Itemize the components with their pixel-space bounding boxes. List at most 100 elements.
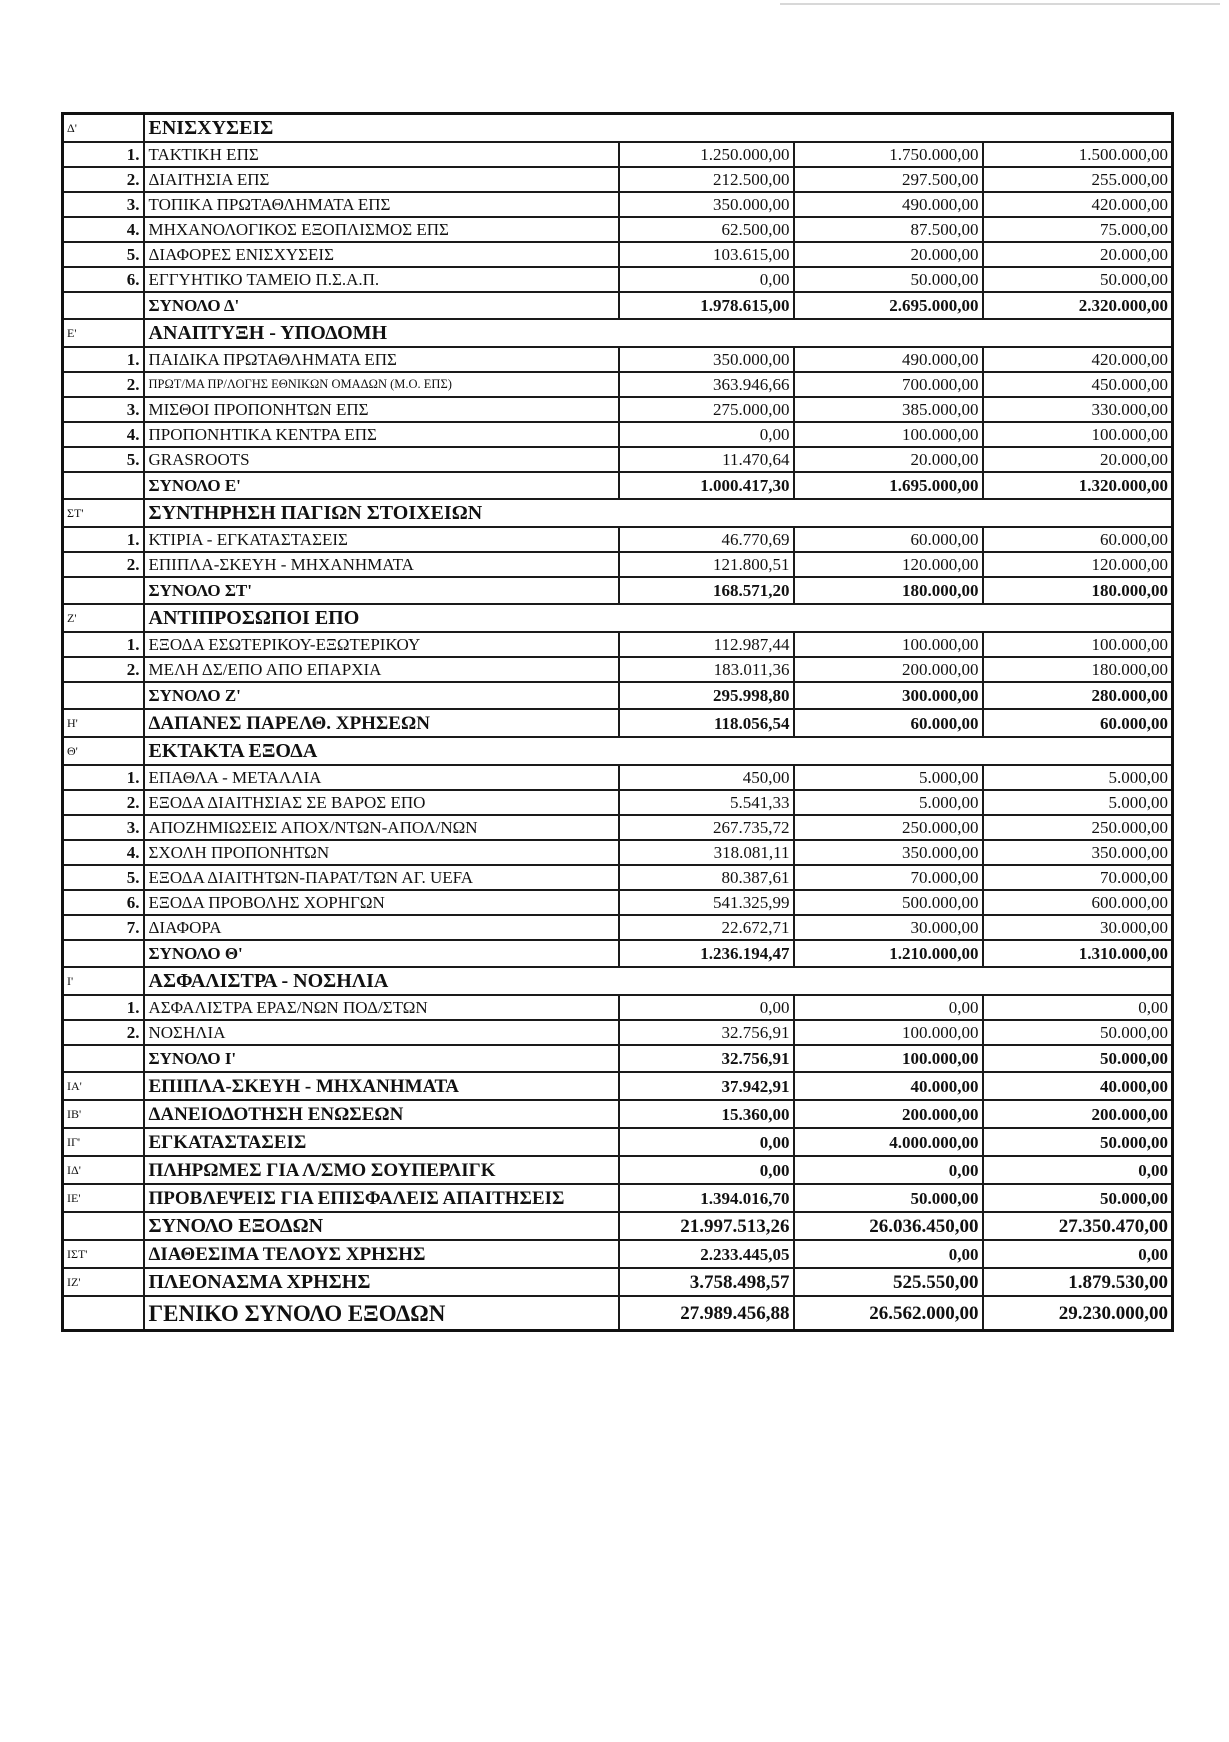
amount-col-3: 120.000,00 bbox=[981, 551, 1174, 578]
amount-col-1: 0,00 bbox=[617, 266, 795, 293]
amount-col-2: 5.000,00 bbox=[792, 764, 984, 791]
section-title: ΣΥΝΤΗΡΗΣΗ ΠΑΓΙΩΝ ΣΤΟΙΧΕΙΩΝ bbox=[142, 498, 1174, 528]
total-label: ΠΛΕΟΝΑΣΜΑ ΧΡΗΣΗΣ bbox=[142, 1267, 620, 1297]
amount-col-3: 250.000,00 bbox=[981, 814, 1174, 841]
amount-col-3: 27.350.470,00 bbox=[981, 1211, 1174, 1241]
line-item-row: 5. ΕΞΟΔΑ ΔΙΑΙΤΗΤΩΝ-ΠΑΡΑΤ/ΤΩΝ ΑΓ. UEFA 80.3… bbox=[61, 864, 1174, 891]
total-label: ΠΡΟΒΛΕΨΕΙΣ ΓΙΑ ΕΠΙΣΦΑΛΕΙΣ ΑΠΑΙΤΗΣΕΙΣ bbox=[142, 1183, 620, 1213]
amount-col-1: 275.000,00 bbox=[617, 396, 795, 423]
amount-col-2: 490.000,00 bbox=[792, 346, 984, 373]
item-label: ΔΙΑΦΟΡΑ bbox=[142, 914, 620, 941]
amount-col-1: 62.500,00 bbox=[617, 216, 795, 243]
total-label: ΕΓΚΑΤΑΣΤΑΣΕΙΣ bbox=[142, 1127, 620, 1157]
amount-col-3: 2.320.000,00 bbox=[981, 291, 1174, 320]
amount-col-1: 168.571,20 bbox=[617, 576, 795, 605]
amount-col-3: 420.000,00 bbox=[981, 346, 1174, 373]
item-label: ΑΣΦΑΛΙΣΤΡΑ ΕΡΑΣ/ΝΩΝ ΠΟΔ/ΣΤΩΝ bbox=[142, 994, 620, 1021]
line-item-row: 3. ΑΠΟΖΗΜΙΩΣΕΙΣ ΑΠΟΧ/ΝΤΩΝ-ΑΠΟΛ/ΝΩΝ 267.735… bbox=[61, 814, 1174, 841]
amount-col-2: 700.000,00 bbox=[792, 371, 984, 398]
amount-col-1: 318.081,11 bbox=[617, 839, 795, 866]
amount-col-1: 21.997.513,26 bbox=[617, 1211, 795, 1241]
amount-col-3: 450.000,00 bbox=[981, 371, 1174, 398]
total-row: ΙΖ' ΠΛΕΟΝΑΣΜΑ ΧΡΗΣΗΣ 3.758.498,57 525.550,0… bbox=[61, 1267, 1174, 1297]
amount-col-3: 0,00 bbox=[981, 994, 1174, 1021]
amount-col-3: 180.000,00 bbox=[981, 576, 1174, 605]
total-row: ΣΥΝΟΛΟ Θ' 1.236.194,47 1.210.000,00 1.310.0… bbox=[61, 939, 1174, 968]
item-number: 4. bbox=[61, 839, 145, 866]
item-number: 1. bbox=[61, 764, 145, 791]
amount-col-3: 600.000,00 bbox=[981, 889, 1174, 916]
total-row: ΙΓ' ΕΓΚΑΤΑΣΤΑΣΕΙΣ 0,00 4.000.000,00 50.000,0… bbox=[61, 1127, 1174, 1157]
item-label: ΝΟΣΗΛΙΑ bbox=[142, 1019, 620, 1046]
item-number: 2. bbox=[61, 371, 145, 398]
line-item-row: 1. ΕΞΟΔΑ ΕΣΩΤΕΡΙΚΟΥ-ΕΞΩΤΕΡΙΚΟΥ 112.987,44 1… bbox=[61, 631, 1174, 658]
line-item-row: 6. ΕΓΓΥΗΤΙΚΟ ΤΑΜΕΙΟ Π.Σ.Α.Π. 0,00 50.000,00… bbox=[61, 266, 1174, 293]
section-code: Θ' bbox=[61, 736, 145, 766]
item-number: 2. bbox=[61, 551, 145, 578]
amount-col-3: 60.000,00 bbox=[981, 708, 1174, 738]
item-number: 2. bbox=[61, 166, 145, 193]
section-code: ΙΒ' bbox=[61, 1099, 145, 1129]
section-code: ΙΣΤ' bbox=[61, 1239, 145, 1269]
item-number: 2. bbox=[61, 1019, 145, 1046]
amount-col-3: 100.000,00 bbox=[981, 421, 1174, 448]
total-row: ΣΥΝΟΛΟ ΕΞΟΔΩΝ 21.997.513,26 26.036.450,00 2… bbox=[61, 1211, 1174, 1241]
item-number: 3. bbox=[61, 814, 145, 841]
item-number: 4. bbox=[61, 421, 145, 448]
section-code: Ε' bbox=[61, 318, 145, 348]
line-item-row: 1. ΑΣΦΑΛΙΣΤΡΑ ΕΡΑΣ/ΝΩΝ ΠΟΔ/ΣΤΩΝ 0,00 0,00 0,… bbox=[61, 994, 1174, 1021]
item-label: ΤΑΚΤΙΚΗ ΕΠΣ bbox=[142, 141, 620, 168]
amount-col-1: 363.946,66 bbox=[617, 371, 795, 398]
amount-col-2: 385.000,00 bbox=[792, 396, 984, 423]
line-item-row: 2. ΕΠΙΠΛΑ-ΣΚΕΥΗ - ΜΗΧΑΝΗΜΑΤΑ 121.800,51 120… bbox=[61, 551, 1174, 578]
amount-col-2: 2.695.000,00 bbox=[792, 291, 984, 320]
line-item-row: 4. ΠΡΟΠΟΝΗΤΙΚΑ ΚΕΝΤΡΑ ΕΠΣ 0,00 100.000,00 10… bbox=[61, 421, 1174, 448]
item-number: 5. bbox=[61, 864, 145, 891]
item-label: ΕΞΟΔΑ ΕΣΩΤΕΡΙΚΟΥ-ΕΞΩΤΕΡΙΚΟΥ bbox=[142, 631, 620, 658]
amount-col-2: 490.000,00 bbox=[792, 191, 984, 218]
amount-col-2: 100.000,00 bbox=[792, 421, 984, 448]
amount-col-1: 27.989.456,88 bbox=[617, 1295, 795, 1332]
amount-col-3: 330.000,00 bbox=[981, 396, 1174, 423]
section-code: ΙΕ' bbox=[61, 1183, 145, 1213]
line-item-row: 3. ΤΟΠΙΚΑ ΠΡΩΤΑΘΛΗΜΑΤΑ ΕΠΣ 350.000,00 490.0… bbox=[61, 191, 1174, 218]
section-code bbox=[61, 939, 145, 968]
amount-col-1: 350.000,00 bbox=[617, 191, 795, 218]
expenses-table: Δ' ΕΝΙΣΧΥΣΕΙΣ 1. ΤΑΚΤΙΚΗ ΕΠΣ 1.250.000,00 1.7… bbox=[61, 112, 1174, 1332]
line-item-row: 2. ΠΡΩΤ/ΜΑ ΠΡ/ΛΟΓΗΣ ΕΘΝΙΚΩΝ ΟΜΑΔΩΝ (Μ.Ο. … bbox=[61, 371, 1174, 398]
amount-col-2: 200.000,00 bbox=[792, 656, 984, 683]
item-label: ΠΡΩΤ/ΜΑ ΠΡ/ΛΟΓΗΣ ΕΘΝΙΚΩΝ ΟΜΑΔΩΝ (Μ.Ο. ΕΠ… bbox=[142, 371, 620, 398]
item-label: ΔΙΑΦΟΡΕΣ ΕΝΙΣΧΥΣΕΙΣ bbox=[142, 241, 620, 268]
amount-col-2: 87.500,00 bbox=[792, 216, 984, 243]
amount-col-3: 40.000,00 bbox=[981, 1071, 1174, 1101]
section-title: ΑΝΑΠΤΥΞΗ - ΥΠΟΔΟΜΗ bbox=[142, 318, 1174, 348]
item-label: ΑΠΟΖΗΜΙΩΣΕΙΣ ΑΠΟΧ/ΝΤΩΝ-ΑΠΟΛ/ΝΩΝ bbox=[142, 814, 620, 841]
amount-col-1: 1.000.417,30 bbox=[617, 471, 795, 500]
amount-col-3: 50.000,00 bbox=[981, 1127, 1174, 1157]
amount-col-3: 1.500.000,00 bbox=[981, 141, 1174, 168]
total-label: ΔΑΝΕΙΟΔΟΤΗΣΗ ΕΝΩΣΕΩΝ bbox=[142, 1099, 620, 1129]
total-row: ΙΑ' ΕΠΙΠΛΑ-ΣΚΕΥΗ - ΜΗΧΑΝΗΜΑΤΑ 37.942,91 40.… bbox=[61, 1071, 1174, 1101]
amount-col-2: 50.000,00 bbox=[792, 1183, 984, 1213]
item-number: 1. bbox=[61, 994, 145, 1021]
amount-col-1: 0,00 bbox=[617, 421, 795, 448]
amount-col-3: 420.000,00 bbox=[981, 191, 1174, 218]
section-code: Ι' bbox=[61, 966, 145, 996]
item-label: ΜΗΧΑΝΟΛΟΓΙΚΟΣ ΕΞΟΠΛΙΣΜΟΣ ΕΠΣ bbox=[142, 216, 620, 243]
item-label: ΔΙΑΙΤΗΣΙΑ ΕΠΣ bbox=[142, 166, 620, 193]
amount-col-2: 297.500,00 bbox=[792, 166, 984, 193]
amount-col-1: 46.770,69 bbox=[617, 526, 795, 553]
amount-col-2: 60.000,00 bbox=[792, 708, 984, 738]
line-item-row: 5. GRASROOTS 11.470,64 20.000,00 20.000,00 bbox=[61, 446, 1174, 473]
section-header-row: Δ' ΕΝΙΣΧΥΣΕΙΣ bbox=[61, 112, 1174, 143]
amount-col-3: 30.000,00 bbox=[981, 914, 1174, 941]
amount-col-2: 300.000,00 bbox=[792, 681, 984, 710]
amount-col-1: 118.056,54 bbox=[617, 708, 795, 738]
section-code bbox=[61, 576, 145, 605]
amount-col-2: 525.550,00 bbox=[792, 1267, 984, 1297]
total-label: ΣΥΝΟΛΟ ΣΤ' bbox=[142, 576, 620, 605]
item-label: ΜΕΛΗ ΔΣ/ΕΠΟ ΑΠΟ ΕΠΑΡΧΙΑ bbox=[142, 656, 620, 683]
total-label: ΓΕΝΙΚΟ ΣΥΝΟΛΟ ΕΞΟΔΩΝ bbox=[142, 1295, 620, 1332]
amount-col-2: 1.695.000,00 bbox=[792, 471, 984, 500]
amount-col-2: 100.000,00 bbox=[792, 1044, 984, 1073]
